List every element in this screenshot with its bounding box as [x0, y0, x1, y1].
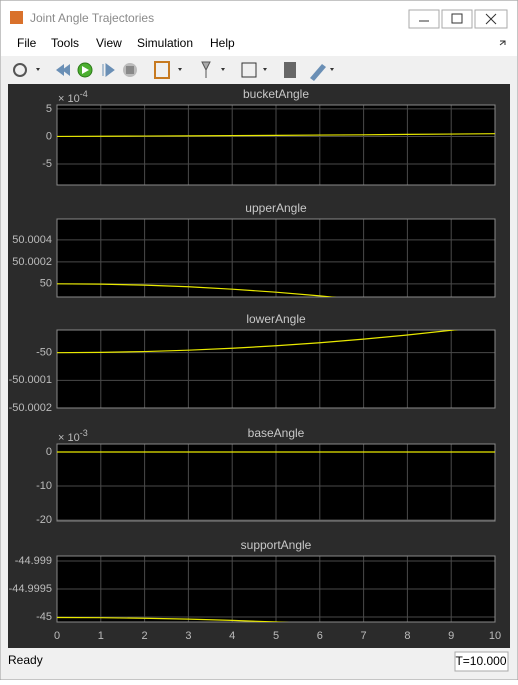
dropdown-arrow — [36, 68, 40, 71]
y-tick-label: -20 — [36, 514, 52, 526]
plot-title: supportAngle — [241, 538, 312, 552]
menu-item[interactable]: Simulation — [137, 36, 193, 50]
y-tick-label: 50.0002 — [12, 256, 52, 268]
subplot: upperAngle 50 50.0002 50.0004 — [12, 201, 496, 298]
y-tick-label: -50.0001 — [9, 374, 52, 386]
subplot: supportAngle 0 1 2 3 4 5 6 7 8 9 10 -45 -44.9995 -44.9… — [9, 538, 502, 642]
x-tick-label: 4 — [229, 630, 235, 642]
menu-bar — [1, 33, 517, 56]
axes-frame — [56, 329, 496, 409]
close-glyph — [485, 13, 497, 25]
x-tick-label: 9 — [448, 630, 454, 642]
subplot: baseAngle-20-100× 10-3 — [36, 426, 496, 526]
y-tick-label: -44.9995 — [9, 583, 52, 595]
y-tick-label: 0 — [46, 446, 52, 458]
menu-item[interactable]: View — [96, 36, 122, 50]
subplot: bucketAngle-505× 10-4 — [42, 87, 496, 186]
maximize-button[interactable] — [441, 9, 473, 29]
trigger-icon[interactable] — [201, 61, 211, 78]
plot-title: lowerAngle — [246, 312, 306, 326]
data-line — [57, 616, 290, 622]
y-tick-label: -50.0002 — [9, 402, 52, 414]
menu-item[interactable]: Tools — [51, 36, 79, 50]
y-exponent: -4 — [80, 89, 88, 99]
window-buttons — [408, 9, 508, 29]
subplot: lowerAngle -50.0002 -50.0001 -50 — [9, 312, 496, 414]
window-title: Joint Angle Trajectories — [30, 11, 154, 25]
menu: File Tools View Simulation Help — [17, 36, 235, 50]
x-tick-label: 6 — [317, 630, 323, 642]
menu-item[interactable]: File — [17, 36, 37, 50]
measure-icon[interactable] — [310, 64, 326, 81]
y-tick-label: 50 — [40, 278, 52, 290]
axes-frame — [56, 443, 496, 522]
status-text: Ready — [8, 653, 43, 667]
step-forward-icon[interactable] — [102, 63, 115, 77]
menu-item[interactable]: Help — [210, 36, 235, 50]
dropdown-arrow — [221, 68, 225, 71]
y-tick-label: 0 — [46, 130, 52, 142]
time-box — [454, 651, 509, 672]
plot-title: upperAngle — [245, 201, 307, 215]
x-tick-label: 10 — [489, 630, 501, 642]
data-line — [57, 133, 495, 138]
x-tick-label: 5 — [273, 630, 279, 642]
plot-title: baseAngle — [248, 426, 305, 440]
y-tick-label: 5 — [46, 103, 52, 115]
status-bar — [1, 649, 517, 679]
maximize-glyph — [451, 13, 463, 24]
y-tick-label: -50 — [36, 347, 52, 359]
dropdown-arrow — [330, 68, 334, 71]
step-back-icon[interactable] — [56, 64, 70, 76]
app-icon — [10, 11, 23, 24]
x-tick-label: 3 — [185, 630, 191, 642]
run-glyph — [82, 66, 89, 74]
x-tick-label: 7 — [361, 630, 367, 642]
y-tick-label: 50.0004 — [12, 234, 52, 246]
settings-icon[interactable] — [13, 63, 27, 77]
highlight-icon[interactable] — [154, 61, 170, 79]
dropdown-arrow — [178, 68, 182, 71]
y-tick-label: -5 — [42, 158, 52, 170]
x-tick-label: 0 — [54, 630, 60, 642]
x-tick-label: 8 — [404, 630, 410, 642]
y-tick-label: -10 — [36, 480, 52, 492]
x-tick-label: 2 — [142, 630, 148, 642]
minimize-button[interactable] — [408, 9, 440, 29]
y-tick-label: -44.999 — [15, 555, 52, 567]
plot-title: bucketAngle — [243, 87, 309, 101]
axes-frame — [56, 104, 496, 186]
data-line — [57, 330, 459, 354]
plots: bucketAngle-505× 10-4upperAngle5050.0002… — [9, 87, 502, 642]
y-tick-label: -45 — [36, 611, 52, 623]
zoom-icon[interactable] — [241, 62, 257, 78]
x-tick-label: 1 — [98, 630, 104, 642]
y-exponent: -3 — [80, 428, 88, 438]
dropdown-arrow — [263, 68, 267, 71]
data-line — [57, 283, 337, 297]
status-time: T=10.000 — [455, 654, 506, 668]
toolbar-icons — [13, 61, 334, 81]
axes-frame — [56, 218, 496, 298]
stop-glyph — [126, 66, 134, 74]
menu-dock[interactable] — [499, 40, 506, 46]
style-icon[interactable] — [284, 62, 296, 78]
